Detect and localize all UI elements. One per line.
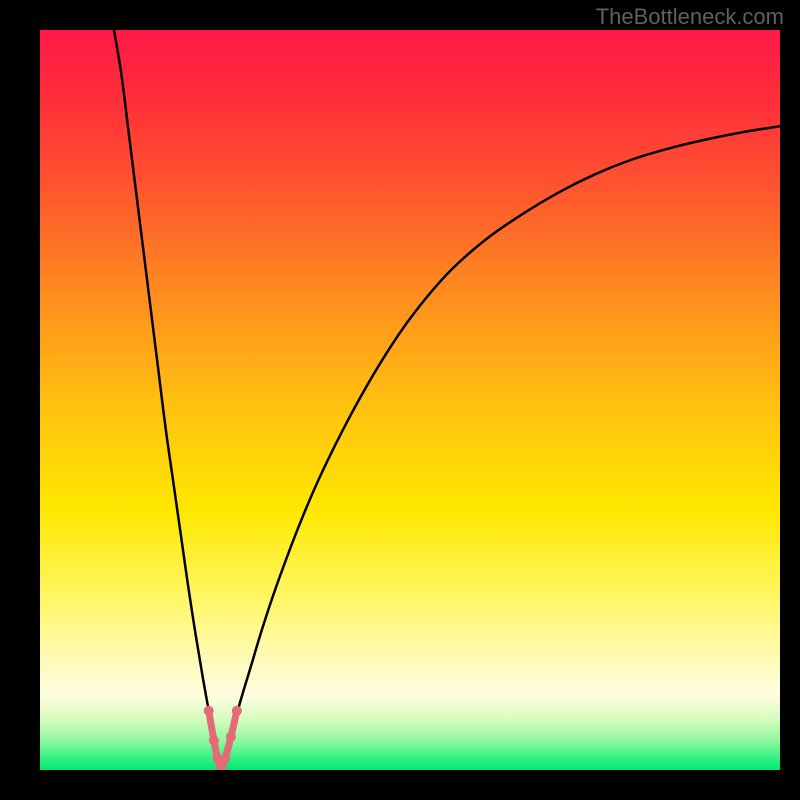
optimal-marker — [226, 732, 236, 742]
optimal-marker — [220, 754, 230, 764]
optimal-marker — [209, 735, 219, 745]
watermark-text: TheBottleneck.com — [596, 4, 784, 30]
chart-container: TheBottleneck.com — [0, 0, 800, 800]
plot-area — [40, 30, 780, 770]
optimal-marker — [232, 706, 242, 716]
bottleneck-chart-svg — [40, 30, 780, 770]
optimal-marker — [204, 706, 214, 716]
gradient-background — [40, 30, 780, 770]
